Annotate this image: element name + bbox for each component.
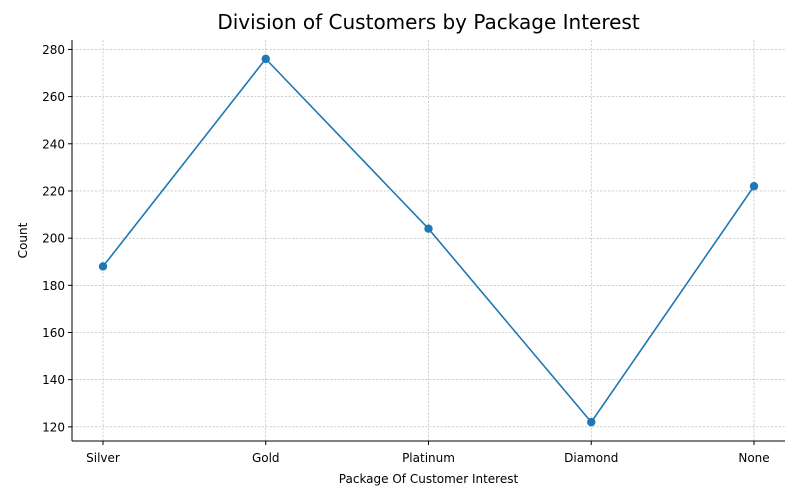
data-point [749, 182, 759, 191]
x-tick-label: Gold [252, 451, 280, 465]
x-tick-label: None [738, 451, 769, 465]
y-tick-label: 220 [42, 184, 65, 198]
data-point [261, 54, 270, 64]
tick-layer: 120 140 160 180 200 220 240 260 280 Silver Gold Pla… [42, 43, 770, 465]
y-tick-label: 240 [42, 137, 65, 151]
y-tick-label: 280 [42, 43, 65, 57]
x-tick-label: Silver [86, 451, 120, 465]
chart-title: Division of Customers by Package Interes… [217, 10, 640, 34]
data-point [587, 417, 596, 427]
y-tick-label: 260 [42, 90, 65, 104]
data-point [424, 224, 433, 233]
y-tick-label: 120 [42, 420, 65, 434]
x-tick-label: Diamond [564, 451, 618, 465]
x-tick-label: Platinum [402, 451, 455, 465]
data-point [98, 262, 108, 271]
y-tick-label: 200 [42, 232, 65, 246]
axes-spines [71, 40, 785, 442]
series-layer [98, 54, 759, 427]
grid-layer [72, 40, 785, 441]
y-tick-label: 140 [42, 373, 65, 387]
y-axis-label: Count [16, 222, 30, 258]
x-axis-label: Package Of Customer Interest [339, 472, 519, 486]
y-tick-label: 180 [42, 279, 65, 293]
y-tick-label: 160 [42, 326, 65, 340]
